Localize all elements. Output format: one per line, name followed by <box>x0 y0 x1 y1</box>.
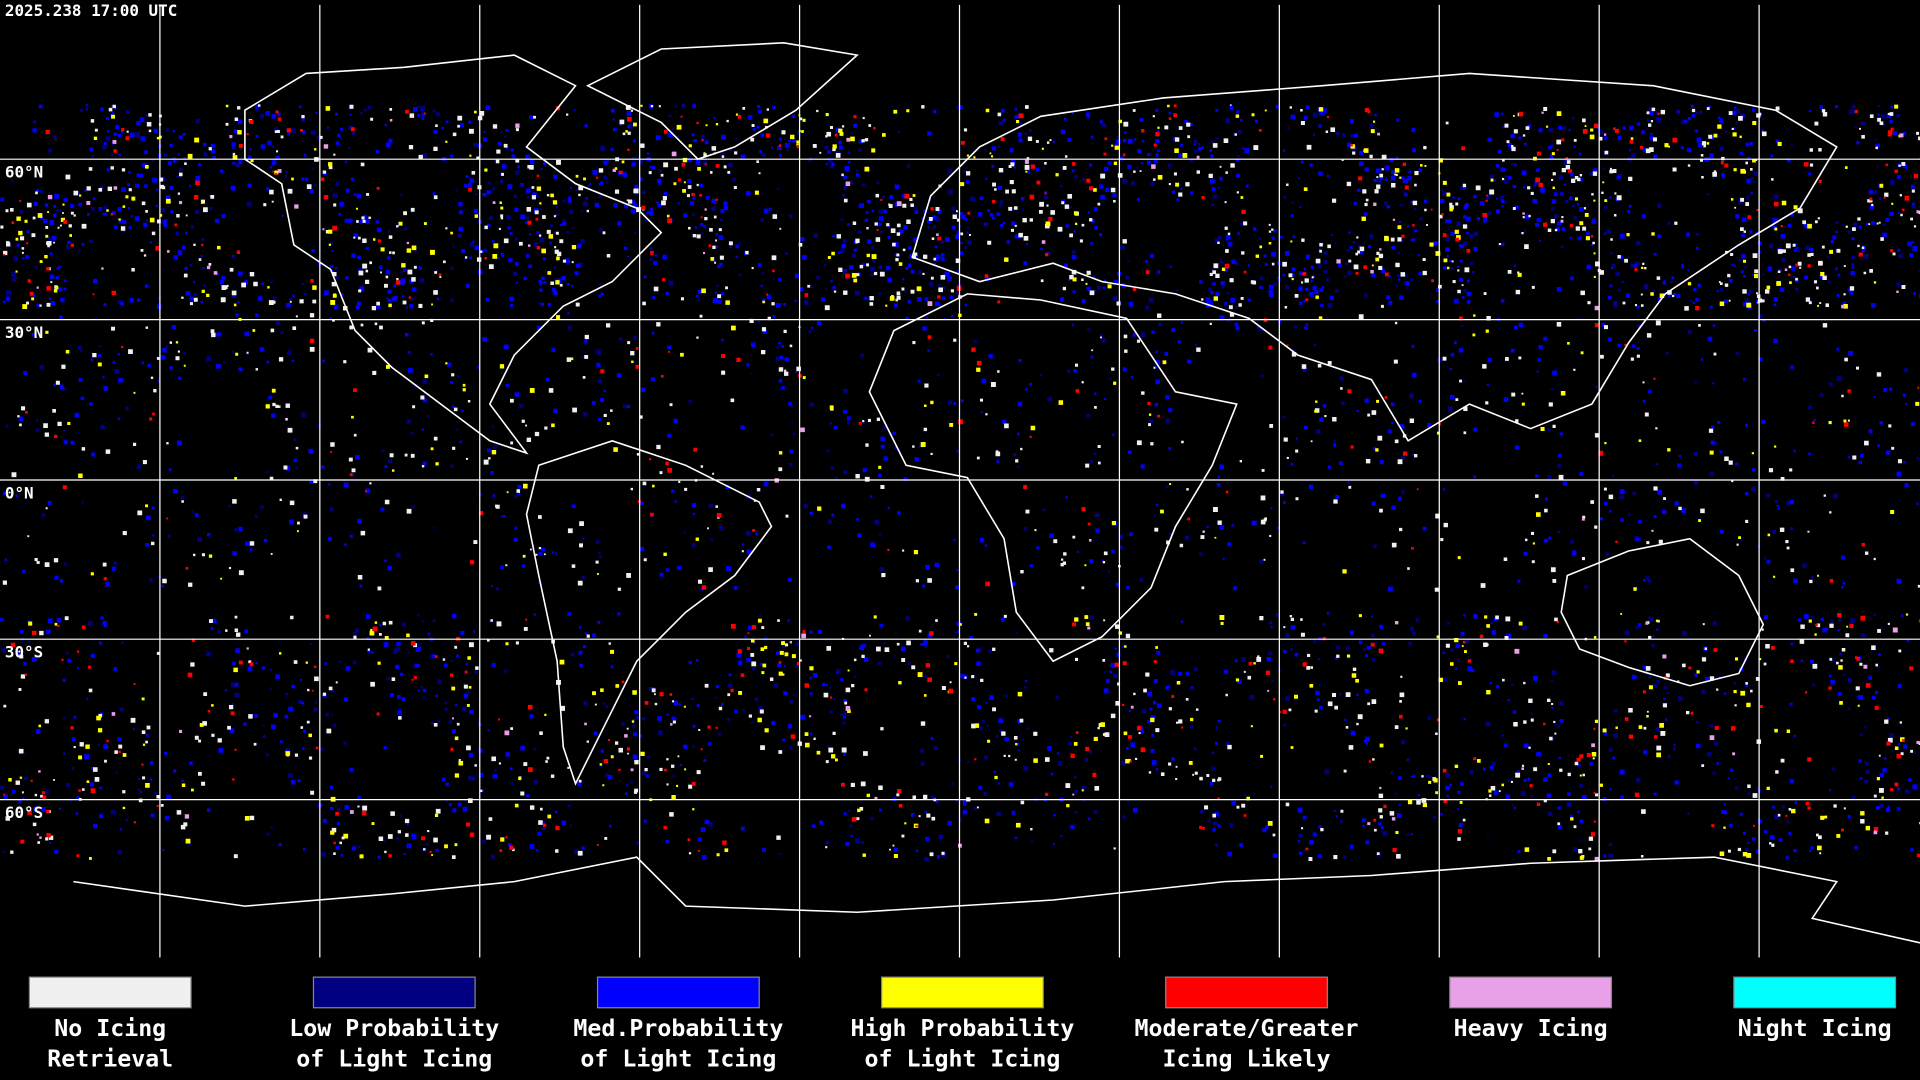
legend-swatch <box>881 976 1044 1009</box>
legend-item: Med.Probability of Light Icing <box>573 976 783 1073</box>
legend-label: Retrieval <box>47 1046 173 1073</box>
legend-item: Heavy Icing <box>1449 976 1613 1042</box>
graticule <box>0 4 1920 958</box>
legend-swatch <box>596 976 760 1009</box>
legend-swatch <box>1165 976 1328 1009</box>
legend-label: High Probability <box>850 1015 1074 1042</box>
coast-south-america <box>525 439 773 786</box>
legend-item: Night Icing <box>1733 976 1897 1042</box>
legend-item: Moderate/Greater Icing Likely <box>1135 976 1359 1073</box>
legend-item: No Icing Retrieval <box>28 976 192 1073</box>
coast-greenland <box>585 42 859 161</box>
legend-swatch <box>312 976 476 1009</box>
legend-label: of Light Icing <box>296 1046 492 1073</box>
legend-label: of Light Icing <box>864 1046 1060 1073</box>
legend-swatch <box>1733 976 1897 1009</box>
legend-label: Low Probability <box>289 1015 499 1042</box>
latitude-label: 0°N <box>5 483 34 502</box>
coast-north-america <box>244 54 663 455</box>
legend-label: Heavy Icing <box>1454 1015 1608 1042</box>
coast-antarctica <box>73 856 1920 944</box>
legend-label: No Icing <box>54 1015 166 1042</box>
legend-swatch <box>28 976 192 1009</box>
legend-label: Icing Likely <box>1163 1046 1331 1073</box>
legend-item: Low Probability of Light Icing <box>289 976 499 1073</box>
latitude-label: 30°S <box>5 643 43 662</box>
legend-item: High Probability of Light Icing <box>850 976 1074 1073</box>
legend-swatch <box>1449 976 1613 1009</box>
coast-australia <box>1560 537 1765 687</box>
legend-label: of Light Icing <box>580 1046 776 1073</box>
legend-label: Moderate/Greater <box>1135 1015 1359 1042</box>
legend-label: Med.Probability <box>573 1015 783 1042</box>
latitude-label: 30°N <box>5 323 43 342</box>
latitude-labels: 60°N 30°N 0°N 30°S 60°S <box>5 163 43 822</box>
legend-label: Night Icing <box>1738 1015 1892 1042</box>
coast-eurasia <box>911 72 1838 442</box>
timestamp: 2025.238 17:00 UTC <box>5 1 177 20</box>
legend: No Icing Retrieval Low Probability of Light… <box>28 976 1897 1073</box>
latitude-label: 60°N <box>5 163 43 182</box>
coastlines <box>73 42 1920 944</box>
coast-africa <box>868 293 1238 663</box>
latitude-label: 60°S <box>5 803 43 822</box>
